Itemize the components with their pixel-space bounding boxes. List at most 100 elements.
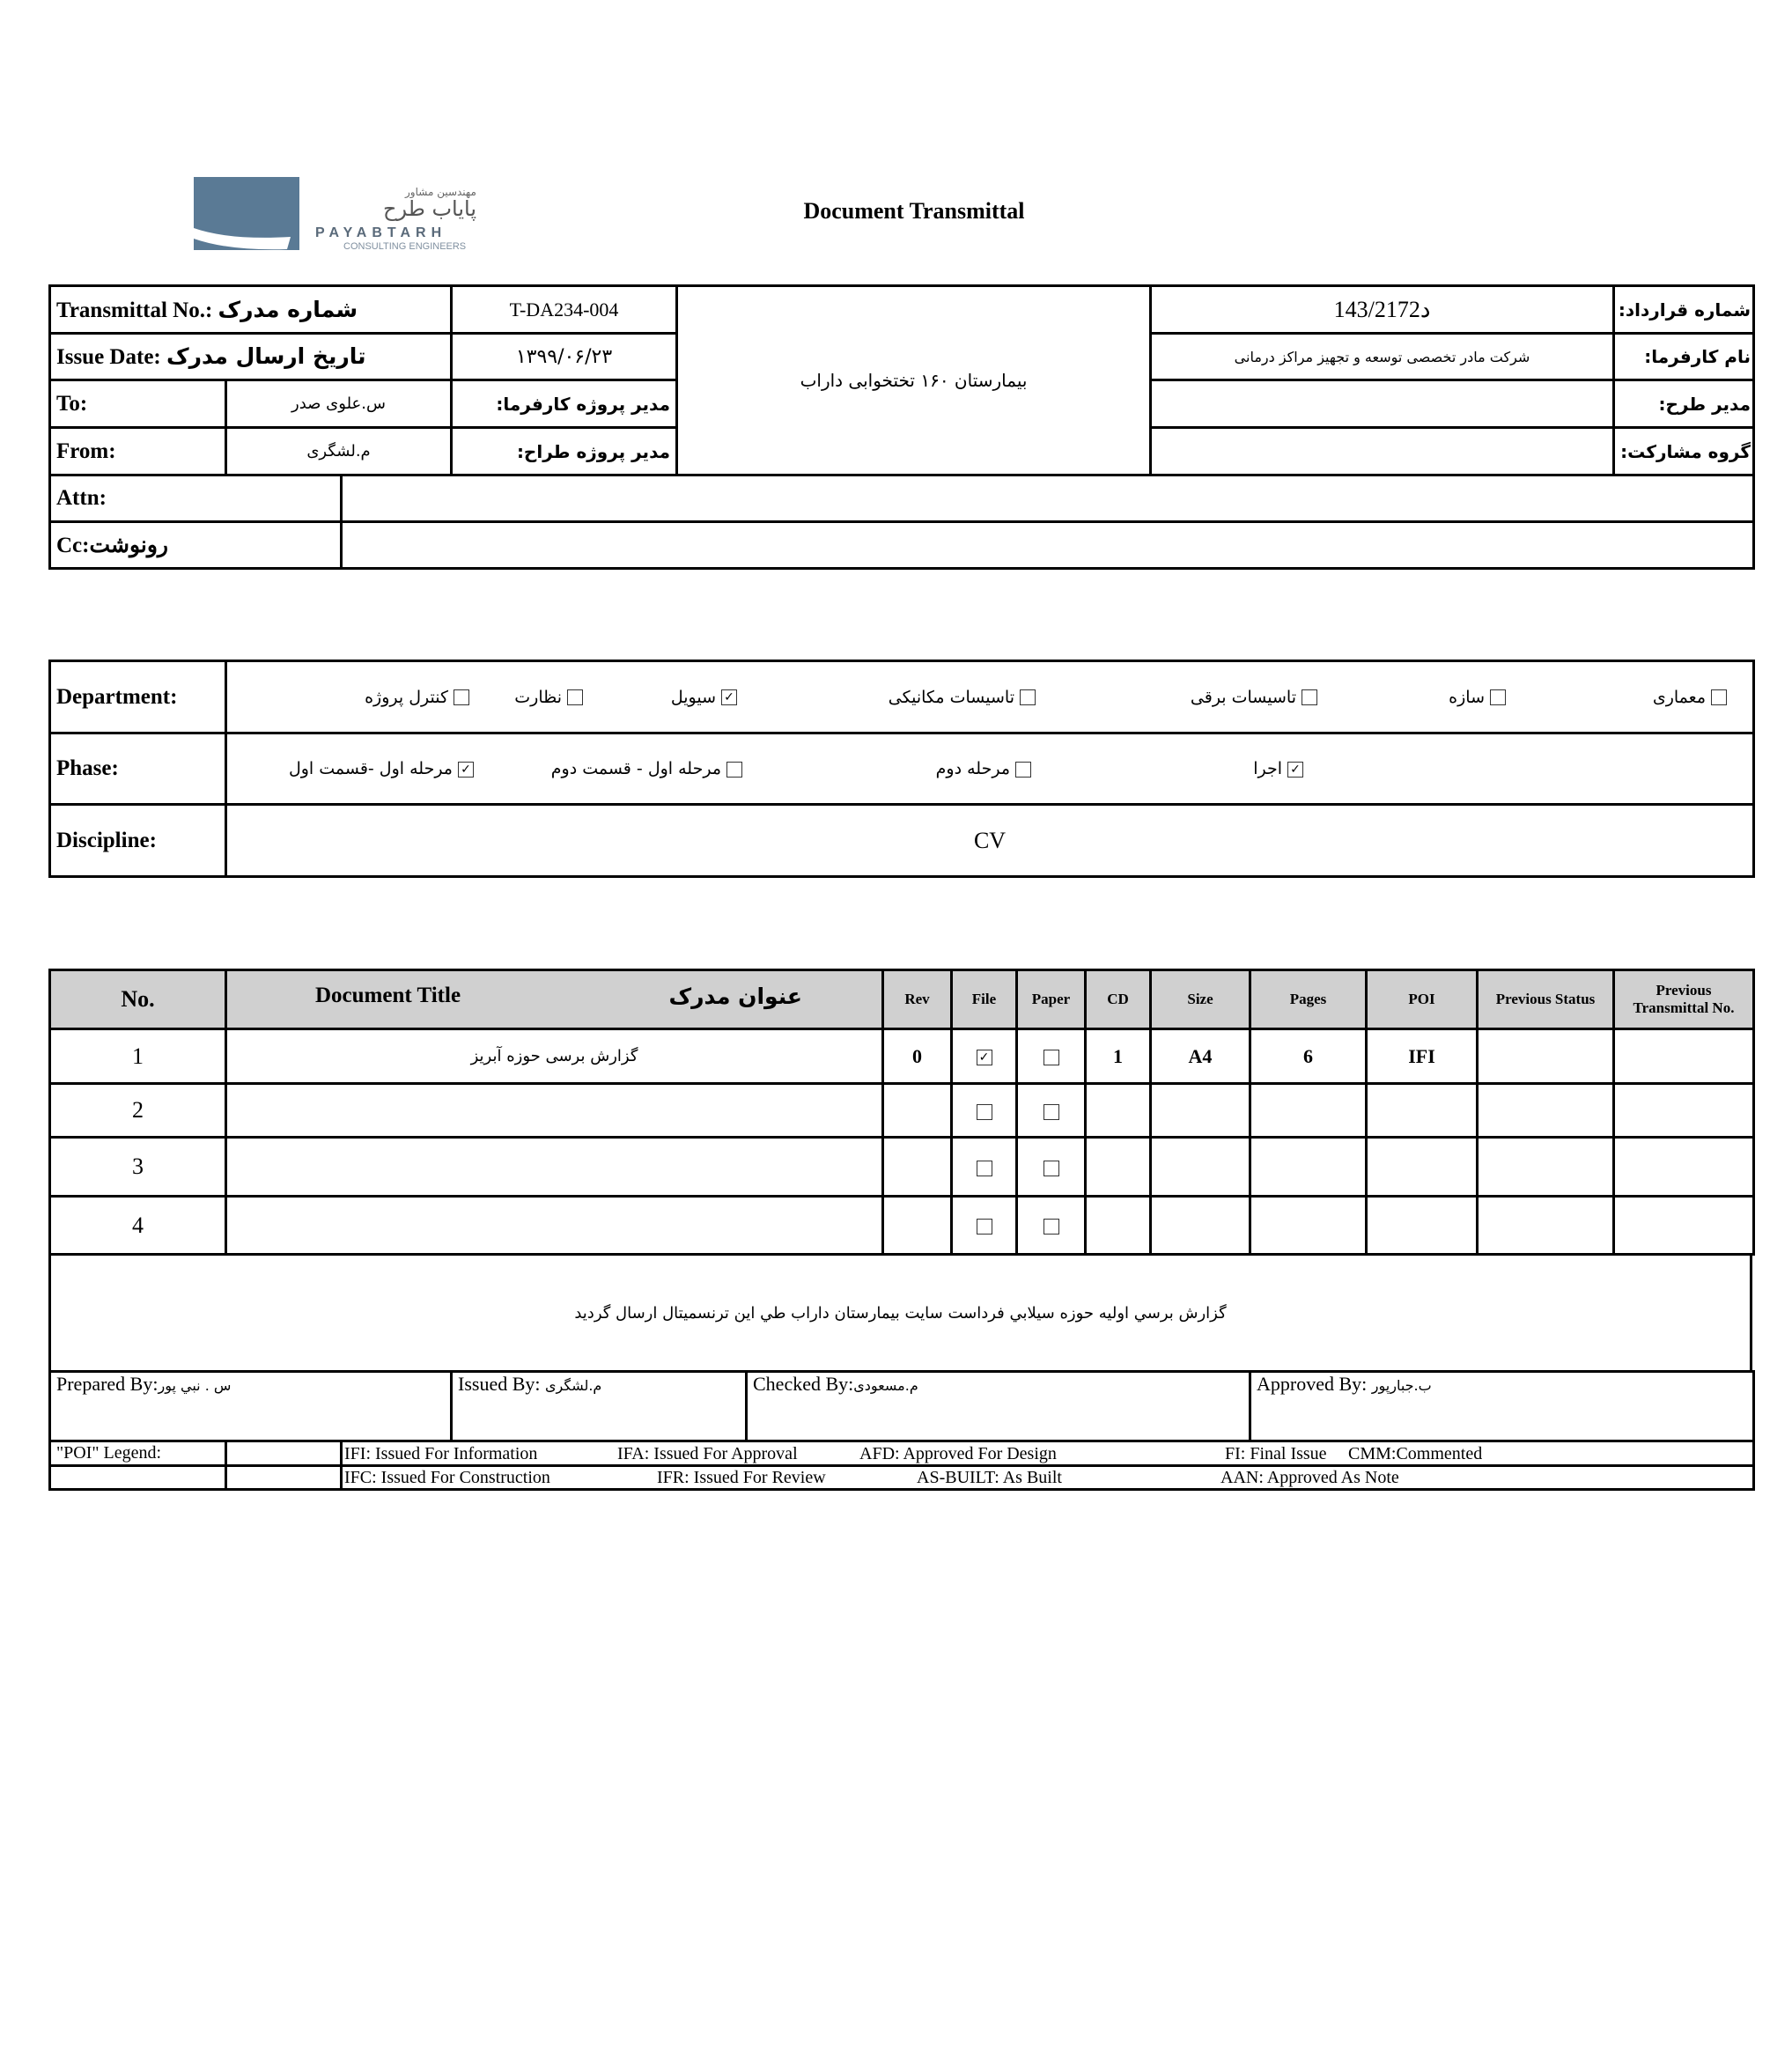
legend-item: IFC: Issued For Construction bbox=[344, 1468, 550, 1487]
col-size: Size bbox=[1149, 969, 1251, 1030]
row-prev-status bbox=[1476, 1082, 1615, 1139]
checkbox[interactable] bbox=[1711, 689, 1727, 705]
department-option[interactable]: سازه bbox=[1449, 688, 1511, 707]
row-pages: 6 bbox=[1249, 1028, 1368, 1085]
phase-option[interactable]: ✓ مرحله اول -قسمت اول bbox=[289, 759, 479, 778]
legend-item: AS-BUILT: As Built bbox=[917, 1468, 1062, 1487]
designer-pm-label: مدیر پروژه طراح: bbox=[450, 426, 678, 476]
row-cd bbox=[1084, 1136, 1152, 1198]
department-option[interactable]: تاسیسات مکانیکی bbox=[889, 688, 1041, 707]
issued-by: Issued By: م.لشگری bbox=[450, 1370, 748, 1442]
col-no: No. bbox=[48, 969, 227, 1030]
file-checkbox[interactable] bbox=[976, 1103, 992, 1120]
row-title bbox=[225, 1082, 884, 1139]
phase-options: ✓ اجرا مرحله دوم مرحله اول - قسمت دوم ✓ مرحله… bbox=[225, 732, 1755, 806]
poi-legend-table: "POI" Legend: IFI: Issued For Informatio… bbox=[48, 1440, 1755, 1491]
contract-no-label: شماره قرارداد: bbox=[1612, 284, 1755, 335]
issue-date-label: Issue Date: تاریخ ارسال مدرک bbox=[48, 332, 453, 381]
checkbox[interactable] bbox=[1490, 689, 1506, 705]
contract-no-value: د143/2172 bbox=[1149, 284, 1615, 335]
phase-option[interactable]: مرحله دوم bbox=[936, 759, 1036, 778]
checkbox[interactable]: ✓ bbox=[458, 761, 474, 778]
department-option[interactable]: معماری bbox=[1653, 688, 1732, 707]
to-value: س.علوی صدر bbox=[225, 379, 453, 429]
col-file: File bbox=[950, 969, 1018, 1030]
checkbox[interactable] bbox=[1302, 689, 1317, 705]
row-rev bbox=[881, 1136, 953, 1198]
checkbox[interactable]: ✓ bbox=[1287, 761, 1303, 778]
checked-by: Checked By:م.مسعودی bbox=[745, 1370, 1251, 1442]
department-option[interactable]: کنترل پروژه bbox=[365, 688, 475, 707]
option-label: مرحله اول - قسمت دوم bbox=[550, 759, 721, 778]
paper-checkbox[interactable] bbox=[1043, 1103, 1059, 1120]
legend-item: AAN: Approved As Note bbox=[1220, 1468, 1399, 1487]
checkbox[interactable] bbox=[1015, 761, 1031, 778]
phase-option[interactable]: مرحله اول - قسمت دوم bbox=[551, 759, 748, 778]
department-option[interactable]: تاسیسات برقی bbox=[1191, 688, 1323, 707]
row-rev: 0 bbox=[881, 1028, 953, 1085]
logo-mark-icon bbox=[194, 177, 299, 250]
row-prev-status bbox=[1476, 1028, 1615, 1085]
legend-item: AFD: Approved For Design bbox=[859, 1443, 1057, 1463]
file-checkbox[interactable]: ✓ bbox=[976, 1050, 992, 1066]
paper-checkbox[interactable] bbox=[1043, 1050, 1059, 1066]
col-poi: POI bbox=[1365, 969, 1479, 1030]
logo-en: PAYABTARH bbox=[315, 225, 447, 240]
remarks-table: گزارش برسي اوليه حوزه سيلابي فرداست سايت… bbox=[48, 1253, 1752, 1373]
row-rev bbox=[881, 1195, 953, 1256]
file-checkbox[interactable] bbox=[976, 1160, 992, 1176]
option-label: مرحله اول -قسمت اول bbox=[288, 759, 453, 778]
row-prev-transmittal bbox=[1612, 1082, 1755, 1139]
col-cd: CD bbox=[1084, 969, 1152, 1030]
row-poi bbox=[1365, 1136, 1479, 1198]
paper-checkbox[interactable] bbox=[1043, 1160, 1059, 1176]
issue-date-value: ۱۳۹۹/۰۶/۲۳ bbox=[450, 332, 678, 381]
option-label: نظارت bbox=[514, 687, 562, 707]
row-size bbox=[1149, 1136, 1251, 1198]
legend-item: IFI: Issued For Information bbox=[344, 1443, 538, 1463]
client-pm-label: مدیر پروژه کارفرما: bbox=[450, 379, 678, 429]
phase-option[interactable]: ✓ اجرا bbox=[1253, 759, 1309, 778]
col-paper: Paper bbox=[1015, 969, 1087, 1030]
remarks-text: گزارش برسي اوليه حوزه سيلابي فرداست سايت… bbox=[48, 1253, 1752, 1373]
partner-value bbox=[1149, 426, 1615, 476]
department-option[interactable]: ✓ سیویل bbox=[671, 688, 742, 707]
checkbox[interactable] bbox=[567, 689, 583, 705]
row-title bbox=[225, 1195, 884, 1256]
checkbox[interactable] bbox=[454, 689, 469, 705]
table-row: 2 bbox=[48, 1082, 1755, 1139]
row-title bbox=[225, 1136, 884, 1198]
row-poi: IFI bbox=[1365, 1028, 1479, 1085]
table-row: 4 bbox=[48, 1195, 1755, 1256]
checkbox[interactable] bbox=[1020, 689, 1036, 705]
paper-checkbox[interactable] bbox=[1043, 1219, 1059, 1235]
page-title: Document Transmittal bbox=[803, 198, 1025, 224]
row-prev-status bbox=[1476, 1136, 1615, 1198]
checkbox[interactable] bbox=[726, 761, 742, 778]
logo-fa: پایاب طرح bbox=[383, 196, 477, 221]
checkbox[interactable]: ✓ bbox=[721, 689, 737, 705]
row-no: 4 bbox=[48, 1195, 227, 1256]
attn-value bbox=[340, 474, 1755, 523]
legend-item: CMM:Commented bbox=[1348, 1443, 1483, 1463]
project-name: بیمارستان ۱۶۰ تختخوابی داراب bbox=[675, 284, 1152, 476]
row-rev bbox=[881, 1082, 953, 1139]
prepared-by: Prepared By:س . نبي پور bbox=[48, 1370, 453, 1442]
option-label: تاسیسات برقی bbox=[1190, 687, 1296, 707]
department-option[interactable]: نظارت bbox=[514, 688, 588, 707]
row-cd bbox=[1084, 1082, 1152, 1139]
option-label: مرحله دوم bbox=[935, 759, 1010, 778]
row-title: گزارش برسی حوزه آبریز bbox=[225, 1028, 884, 1085]
file-checkbox[interactable] bbox=[976, 1219, 992, 1235]
table-row: 3 bbox=[48, 1136, 1755, 1198]
attn-label: Attn: bbox=[48, 474, 343, 523]
option-label: تاسیسات مکانیکی bbox=[888, 687, 1014, 707]
table-row: 1 گزارش برسی حوزه آبریز 0 ✓ 1 A4 6 IFI bbox=[48, 1028, 1755, 1085]
row-prev-transmittal bbox=[1612, 1136, 1755, 1198]
logo-tagline: CONSULTING ENGINEERS bbox=[343, 241, 467, 252]
from-value: م.لشگری bbox=[225, 426, 453, 476]
plan-manager-label: مدیر طرح: bbox=[1612, 379, 1755, 429]
from-label: From: bbox=[48, 426, 227, 476]
option-label: اجرا bbox=[1253, 759, 1282, 778]
classification-table: Department: معماری سازه تاسیسات برقی تاسیسا… bbox=[48, 660, 1755, 878]
